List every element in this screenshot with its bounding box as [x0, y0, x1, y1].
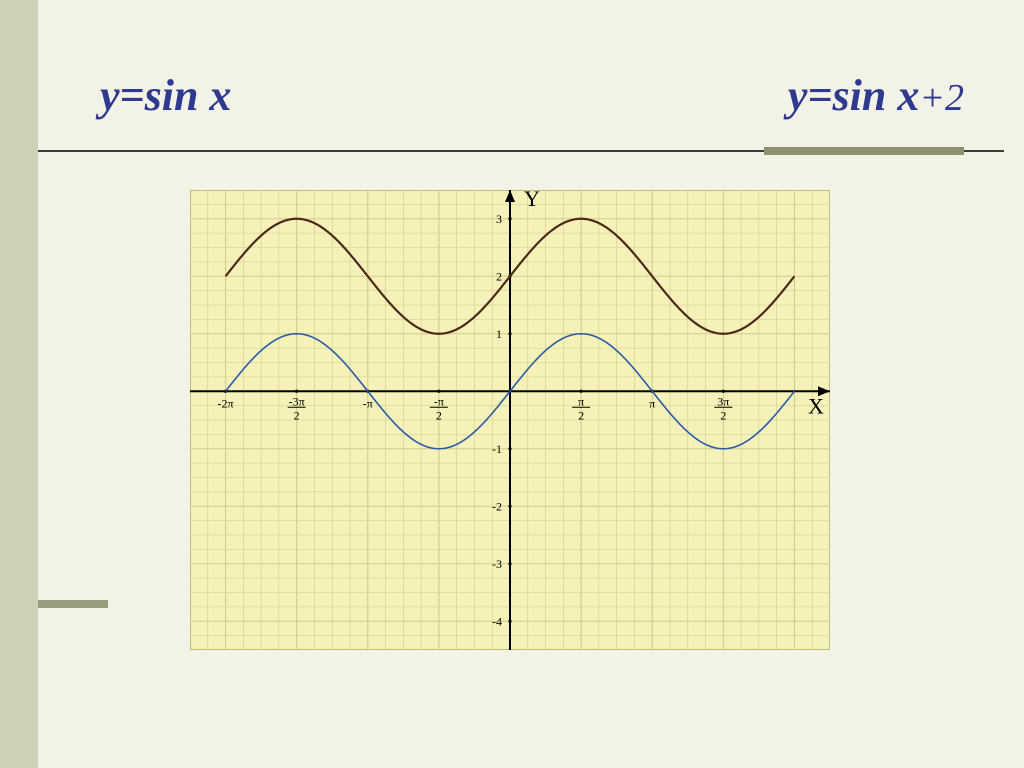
- svg-text:1: 1: [496, 327, 502, 341]
- sine-chart: YX-4-3-2-1123-2π-3π2-π-π2π2π3π2: [190, 190, 830, 650]
- svg-text:-π: -π: [434, 394, 444, 408]
- svg-text:-π: -π: [363, 396, 373, 410]
- svg-text:-2π: -2π: [218, 396, 234, 410]
- svg-text:Y: Y: [524, 190, 540, 211]
- svg-text:2: 2: [578, 408, 584, 422]
- svg-text:π: π: [649, 396, 655, 410]
- title-left: y=sin x: [100, 70, 231, 121]
- slide: y=sin x y=sin x+2 YX-4-3-2-1123-2π-3π2-π…: [0, 0, 1024, 768]
- title-right: y=sin x+2: [788, 70, 964, 121]
- title-row: y=sin x y=sin x+2: [100, 70, 964, 121]
- svg-text:-1: -1: [492, 442, 502, 456]
- svg-text:2: 2: [496, 269, 502, 283]
- svg-text:-3: -3: [492, 557, 502, 571]
- svg-text:3: 3: [496, 212, 502, 226]
- left-side-bar: [0, 0, 38, 768]
- svg-text:π: π: [578, 394, 584, 408]
- svg-text:-4: -4: [492, 614, 502, 628]
- svg-text:2: 2: [436, 408, 442, 422]
- title-right-prefix: y=sin x: [788, 71, 919, 120]
- svg-text:3π: 3π: [717, 394, 729, 408]
- svg-text:-2: -2: [492, 499, 502, 513]
- bottom-accent-bar: [38, 600, 108, 608]
- title-right-suffix: +2: [919, 77, 964, 119]
- chart-container: YX-4-3-2-1123-2π-3π2-π-π2π2π3π2: [190, 190, 830, 650]
- svg-text:2: 2: [720, 408, 726, 422]
- svg-text:2: 2: [294, 408, 300, 422]
- svg-text:-3π: -3π: [289, 394, 305, 408]
- svg-text:X: X: [808, 393, 824, 418]
- horizontal-rule-accent: [764, 147, 964, 155]
